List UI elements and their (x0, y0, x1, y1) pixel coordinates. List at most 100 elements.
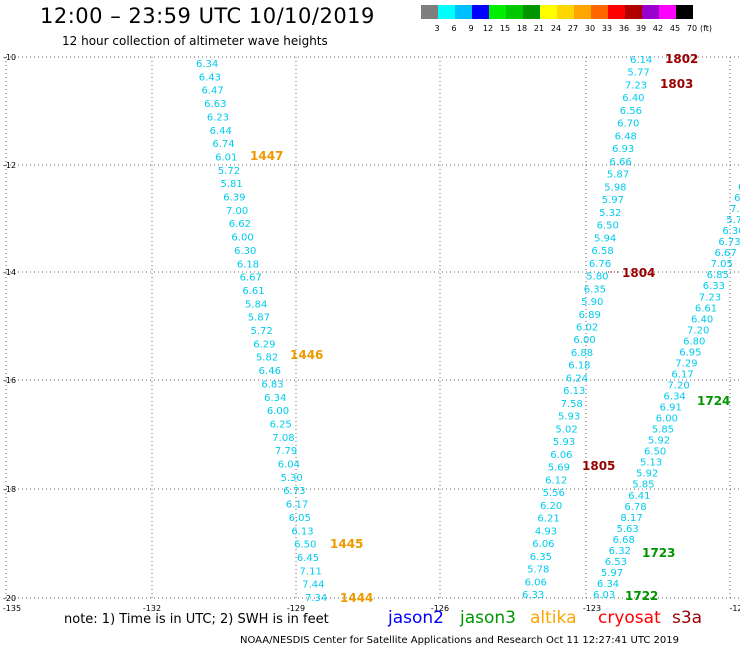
swh-value-track3: 7.05 (711, 259, 733, 270)
swh-value-track2: 6.40 (622, 93, 644, 104)
swh-value-track1: 6.39 (223, 193, 245, 204)
swh-value-track2: 5.93 (553, 437, 575, 448)
swh-value-track2: 6.21 (537, 514, 559, 525)
lat-tick-label: -16 (3, 376, 16, 385)
swh-value-track1: 7.11 (300, 566, 322, 577)
satellite-s3a: s3a (672, 608, 703, 628)
swh-value-track2: 6.76 (589, 259, 611, 270)
swh-value-track3: 6.17 (671, 369, 693, 380)
legend-level: 33 (601, 24, 613, 33)
swh-value-track3: 6.30 (722, 226, 740, 237)
swh-value-track3: 6.68 (613, 535, 635, 546)
swh-value-track1: 6.45 (297, 553, 319, 564)
swh-value-track3: 5.85 (652, 425, 674, 436)
swh-value-track1: 6.62 (229, 219, 251, 230)
swh-value-track3: 6.00 (656, 414, 678, 425)
swh-value-track2: 5.90 (581, 297, 603, 308)
lat-tick-label: -12 (3, 161, 16, 170)
swh-value-track1: 6.30 (234, 246, 256, 257)
swh-value-track1: 6.00 (267, 406, 289, 417)
swh-value-track1: 6.63 (204, 99, 226, 110)
swh-value-track2: 6.13 (563, 386, 585, 397)
swh-value-track2: 6.35 (584, 284, 606, 295)
legend-swatch (523, 5, 540, 19)
swh-value-track3: 6.32 (609, 546, 631, 557)
swh-value-track1: 7.79 (275, 446, 297, 457)
legend-level: 36 (618, 24, 630, 33)
swh-value-track3: 6.61 (695, 303, 717, 314)
page-subtitle: 12 hour collection of altimeter wave hei… (62, 34, 328, 48)
swh-value-track3: 6.53 (605, 557, 627, 568)
swh-value-track3: 5.97 (601, 568, 623, 579)
legend-swatch (676, 5, 693, 19)
swh-value-track1: 6.23 (207, 112, 229, 123)
swh-value-track2: 6.02 (576, 323, 598, 334)
swh-value-track3: 6.50 (644, 447, 666, 458)
swh-value-track3: 5.13 (640, 458, 662, 469)
pass-label: 1803 (660, 77, 693, 91)
swh-value-track2: 5.56 (543, 488, 565, 499)
swh-value-track2: 6.58 (591, 246, 613, 257)
swh-value-track2: 6.35 (530, 552, 552, 563)
legend-swatch (506, 5, 523, 19)
satellite-jason3: jason3 (460, 608, 516, 628)
swh-value-track3: 5.92 (636, 469, 658, 480)
satellite-altika: altika (530, 608, 577, 628)
legend-level: 30 (584, 24, 596, 33)
satellite-cryosat: cryosat (598, 608, 661, 628)
swh-value-track1: 6.17 (286, 500, 308, 511)
legend-level: 18 (516, 24, 528, 33)
swh-value-track1: 5.72 (218, 166, 240, 177)
swh-value-track1: 6.50 (294, 540, 316, 551)
swh-value-track3: 8.17 (620, 513, 642, 524)
swh-value-track2: 7.23 (625, 80, 647, 91)
swh-value-track1: 6.67 (240, 273, 262, 284)
swh-value-track1: 6.34 (196, 59, 218, 70)
swh-value-track1: 5.81 (221, 179, 243, 190)
swh-value-track2: 6.06 (525, 577, 547, 588)
legend-level: 39 (635, 24, 647, 33)
swh-value-track2: 5.77 (627, 68, 649, 79)
swh-value-track2: 5.78 (527, 565, 549, 576)
swh-value-track3: 6.95 (679, 347, 701, 358)
swh-value-track3: 6.67 (714, 248, 736, 259)
swh-value-track3: 6.80 (683, 336, 705, 347)
swh-value-track1: 5.87 (248, 313, 270, 324)
swh-value-track2: 6.06 (532, 539, 554, 550)
legend-level: 15 (499, 24, 511, 33)
legend-level: 12 (482, 24, 494, 33)
legend-swatch (438, 5, 455, 19)
swh-value-track3: 6.34 (664, 392, 686, 403)
swh-value-track3: 5.7 (726, 215, 740, 226)
legend-level: 21 (533, 24, 545, 33)
swh-value-track3: 7.3 (730, 204, 740, 215)
footnote: note: 1) Time is in UTC; 2) SWH is in fe… (64, 612, 329, 627)
swh-value-track3: 6.41 (628, 491, 650, 502)
swh-value-track3: 7.20 (687, 325, 709, 336)
swh-value-track1: 7.08 (272, 433, 294, 444)
swh-value-track1: 6.61 (242, 286, 264, 297)
legend-swatch (608, 5, 625, 19)
swh-value-track2: 6.14 (630, 55, 652, 66)
swh-value-track1: 7.44 (302, 580, 324, 591)
swh-value-track2: 5.69 (548, 463, 570, 474)
legend-level: 27 (567, 24, 579, 33)
lat-tick-label: -18 (3, 485, 16, 494)
legend-swatch (489, 5, 506, 19)
pass-label: 1445 (330, 537, 363, 551)
lon-tick-label: -123 (583, 604, 601, 613)
swh-value-track1: 6.13 (291, 526, 313, 537)
credit-footer: NOAA/NESDIS Center for Satellite Applica… (240, 635, 679, 646)
swh-value-track3: 6.78 (624, 502, 646, 513)
swh-value-track2: 5.97 (602, 195, 624, 206)
swh-value-track3: 6.73 (718, 237, 740, 248)
satellite-jason2: jason2 (388, 608, 444, 628)
swh-value-track2: 6.88 (571, 348, 593, 359)
swh-value-track2: 6.70 (617, 119, 639, 130)
legend-swatch (625, 5, 642, 19)
swh-value-track2: 5.32 (599, 208, 621, 219)
swh-value-track1: 6.43 (199, 72, 221, 83)
swh-value-track1: 5.82 (256, 353, 278, 364)
swh-value-track2: 6.20 (540, 501, 562, 512)
swh-value-track3: 6.85 (707, 270, 729, 281)
